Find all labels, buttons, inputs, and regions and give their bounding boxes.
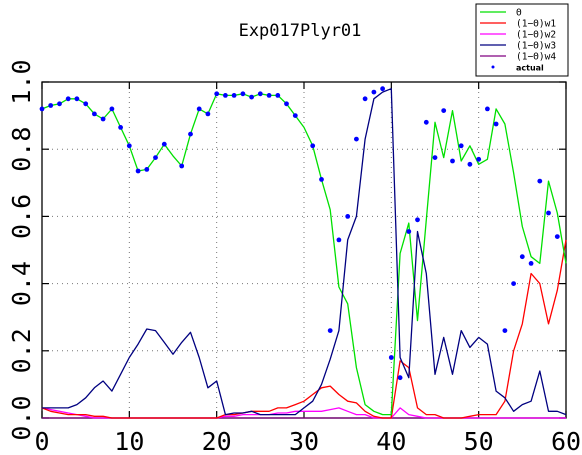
actual-point [74, 96, 80, 102]
actual-point [284, 101, 289, 107]
legend-label: (1−Θ)w2 [516, 30, 556, 41]
actual-point [467, 161, 473, 167]
legend-label: (1−Θ)w4 [516, 52, 556, 63]
legend-marker [491, 65, 495, 69]
actual-point [83, 101, 89, 107]
actual-point [135, 168, 141, 174]
actual-point [327, 328, 333, 333]
actual-point [275, 93, 281, 98]
x-tick-label: 0 [34, 427, 49, 455]
actual-point [92, 111, 97, 117]
grid [42, 82, 566, 418]
actual-point [371, 89, 377, 95]
x-tick-label: 40 [376, 427, 406, 455]
actual-point [388, 355, 394, 360]
x-tick-label: 50 [464, 427, 494, 455]
actual-point [196, 106, 202, 112]
actual-point [223, 93, 228, 98]
x-tick-label: 60 [551, 427, 581, 455]
actual-point [266, 93, 272, 98]
actual-point [179, 163, 185, 169]
legend-box [475, 3, 569, 77]
chart-title: Exp017Plyr01 [239, 21, 362, 41]
actual-point [423, 119, 429, 125]
x-tick-label: 30 [289, 427, 319, 455]
actual-point [415, 217, 420, 223]
y-tick-label: 1.0 [7, 59, 36, 104]
actual-point [240, 91, 246, 97]
actual-point [450, 158, 455, 164]
y-tick-labels: 0.0 0.2 0.4 0.6 0.8 1.0 [7, 59, 36, 440]
actual-point [126, 143, 132, 149]
actual-point [476, 156, 482, 162]
actual-point [188, 131, 193, 137]
actual-point [493, 121, 499, 127]
y-tick-label: 0.4 [7, 261, 36, 306]
y-tick-label: 0.8 [7, 127, 36, 172]
series-group [41, 88, 567, 419]
actual-point [441, 108, 447, 113]
series-line-1 [41, 93, 567, 416]
actual-point [546, 210, 551, 216]
legend-label: (1−Θ)w1 [516, 19, 556, 30]
actual-point [39, 106, 45, 112]
legend-label: (1−Θ)w3 [516, 41, 556, 52]
actual-point [161, 141, 167, 147]
actual-point [458, 143, 464, 149]
actual-point [406, 229, 412, 234]
y-tick-label: 0.2 [7, 328, 36, 373]
actual-point [354, 136, 359, 142]
actual-point [345, 214, 351, 219]
x-tick-label: 20 [202, 427, 232, 455]
actual-point [100, 116, 106, 122]
actual-markers [39, 86, 560, 381]
actual-point [231, 93, 237, 98]
actual-point [118, 125, 123, 130]
actual-point [362, 96, 368, 102]
actual-point [432, 155, 438, 161]
series-line-2 [41, 239, 567, 419]
actual-point [257, 91, 263, 97]
actual-point [48, 103, 54, 108]
actual-point [144, 167, 150, 172]
actual-point [485, 106, 490, 112]
actual-point [65, 96, 71, 102]
actual-point [109, 106, 115, 112]
actual-point [519, 254, 525, 260]
actual-point [537, 178, 543, 184]
legend-label: Θ [516, 8, 522, 19]
x-tick-labels: 0 10 20 30 40 50 60 [34, 427, 581, 455]
actual-point [511, 281, 516, 286]
actual-point [57, 101, 62, 107]
actual-point [310, 143, 316, 149]
y-tick-label: 0.6 [7, 194, 36, 239]
actual-point [502, 328, 508, 333]
actual-point [528, 261, 534, 266]
actual-point [292, 113, 298, 118]
actual-point [380, 86, 385, 92]
actual-point [336, 237, 342, 243]
actual-point [153, 155, 158, 161]
actual-point [554, 234, 560, 240]
legend-label: actual [516, 64, 544, 73]
series-line-4 [42, 88, 567, 416]
actual-point [397, 375, 403, 381]
actual-point [319, 177, 324, 182]
actual-point [214, 91, 220, 97]
actual-point [249, 94, 255, 100]
actual-point [205, 111, 211, 117]
y-tick-label: 0.0 [7, 395, 36, 440]
x-tick-label: 10 [114, 427, 144, 455]
